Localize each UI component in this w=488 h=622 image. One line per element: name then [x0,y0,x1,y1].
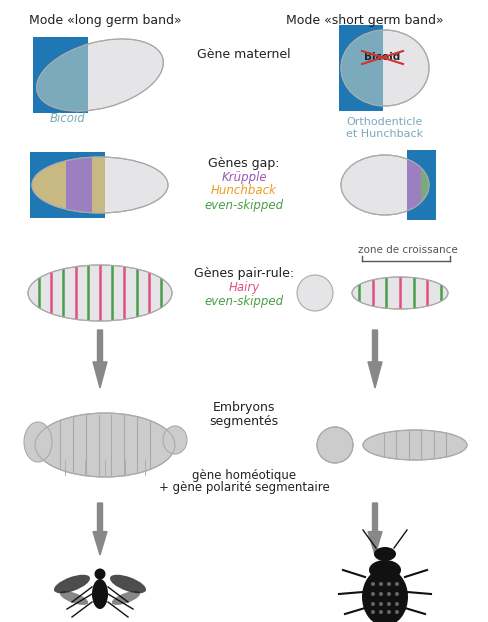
Text: Bicoid: Bicoid [50,112,86,125]
Ellipse shape [373,547,395,561]
Ellipse shape [340,30,428,106]
Text: segmentés: segmentés [209,415,278,429]
Bar [30,152,104,218]
Text: Hairy: Hairy [228,282,259,294]
Ellipse shape [296,275,332,311]
Ellipse shape [362,430,466,460]
Text: Mode «long germ band»: Mode «long germ band» [29,14,181,27]
Ellipse shape [378,602,382,606]
Ellipse shape [386,602,390,606]
Bar [420,150,433,220]
Ellipse shape [394,610,398,614]
Ellipse shape [92,579,108,609]
Text: even-skipped: even-skipped [204,295,283,309]
Ellipse shape [340,155,428,215]
Ellipse shape [94,569,105,580]
Ellipse shape [394,602,398,606]
Ellipse shape [351,277,447,309]
Polygon shape [93,330,107,388]
Ellipse shape [24,422,52,462]
Text: Krüpple: Krüpple [221,170,266,183]
Ellipse shape [32,157,168,213]
Ellipse shape [370,592,374,596]
Polygon shape [367,330,381,388]
Ellipse shape [386,582,390,586]
Text: even-skipped: even-skipped [204,198,283,211]
Ellipse shape [32,157,168,213]
Ellipse shape [378,582,382,586]
Ellipse shape [340,155,428,215]
Ellipse shape [361,568,407,622]
Ellipse shape [37,39,163,111]
Ellipse shape [316,427,352,463]
Ellipse shape [340,155,428,215]
Text: zone de croissance: zone de croissance [357,245,457,255]
Ellipse shape [394,592,398,596]
Bar [338,25,382,111]
Ellipse shape [60,591,88,605]
Ellipse shape [351,277,447,309]
Text: + gène polarité segmentaire: + gène polarité segmentaire [158,481,329,494]
Bar [66,152,92,218]
Ellipse shape [362,430,466,460]
Polygon shape [367,503,381,555]
Ellipse shape [32,157,168,213]
Text: Orthodenticle
et Hunchback: Orthodenticle et Hunchback [346,117,423,139]
Ellipse shape [386,610,390,614]
Ellipse shape [163,426,186,454]
Polygon shape [93,503,107,555]
Ellipse shape [378,610,382,614]
Ellipse shape [112,591,140,605]
Ellipse shape [35,413,175,477]
Bar [406,150,435,220]
Ellipse shape [378,592,382,596]
Ellipse shape [54,575,90,593]
Bar [33,37,88,113]
Text: Bicoid: Bicoid [363,52,399,62]
Ellipse shape [368,560,400,580]
Ellipse shape [35,413,175,477]
Text: Embryons: Embryons [212,401,275,414]
Ellipse shape [28,265,172,321]
Text: gène homéotique: gène homéotique [192,468,295,481]
Ellipse shape [370,610,374,614]
Ellipse shape [370,602,374,606]
Text: Gène maternel: Gène maternel [197,49,290,62]
Text: Hunchback: Hunchback [211,185,276,198]
Ellipse shape [37,39,163,111]
Ellipse shape [110,575,146,593]
Text: Mode «short germ band»: Mode «short germ band» [285,14,443,27]
Ellipse shape [340,30,428,106]
Ellipse shape [28,265,172,321]
Ellipse shape [394,582,398,586]
Text: Gènes gap:: Gènes gap: [208,157,279,170]
Ellipse shape [370,582,374,586]
Ellipse shape [386,592,390,596]
Text: Gènes pair-rule:: Gènes pair-rule: [194,267,293,281]
